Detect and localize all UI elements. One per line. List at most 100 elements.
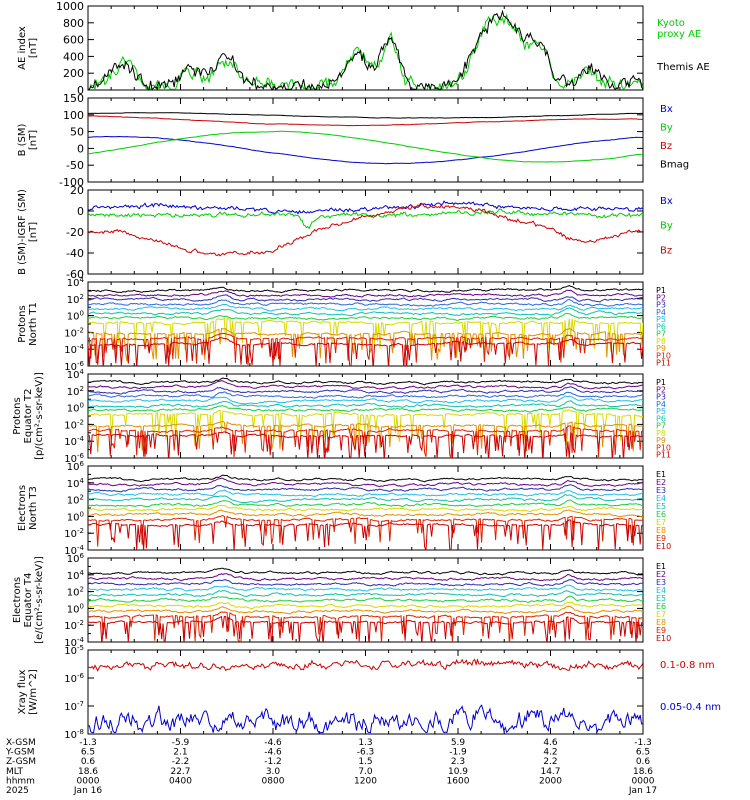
- legend-entry: P8: [656, 337, 666, 346]
- legend-entry: E8: [656, 618, 666, 627]
- series-line-0-1-0-8-nm: [88, 658, 643, 672]
- time-axis-value: 4.6: [543, 738, 558, 748]
- y-tick-label: 200: [63, 67, 84, 80]
- time-axis-row-label: 2025: [6, 786, 29, 796]
- series-line-p9: [88, 420, 643, 453]
- time-axis-row-label: hhmm: [6, 776, 35, 786]
- series-line-e9: [88, 611, 643, 642]
- time-axis-value: 0800: [262, 776, 285, 786]
- series-line-e7: [88, 601, 643, 610]
- series-line-kyoto-proxy-ae: [88, 13, 643, 90]
- legend-entry: P10: [656, 443, 671, 452]
- series-group: [88, 200, 643, 257]
- series-line-e3: [88, 579, 643, 587]
- y-axis-label: North T1: [28, 302, 39, 346]
- time-axis-value: 18.6: [633, 767, 653, 777]
- series-line-e10: [88, 615, 643, 642]
- legend-entry: E5: [656, 502, 666, 511]
- y-axis-label: B (SM)-IGRF (SM): [17, 189, 28, 275]
- legend-entry: E7: [656, 518, 666, 527]
- legend: Bx By Bz Bmag: [660, 104, 689, 171]
- legend-entry: P4: [656, 308, 666, 317]
- legend: Bx By Bz: [660, 196, 673, 256]
- y-tick-label: 104: [67, 477, 85, 490]
- legend-entry: Bx: [660, 196, 673, 207]
- y-tick-label: 100: [67, 510, 84, 523]
- y-tick-label: 10-4: [64, 544, 84, 557]
- y-axis-label: [p/(cm²-s-sr-keV)]: [34, 372, 45, 460]
- y-tick-label: 10-5: [64, 644, 84, 657]
- y-tick-label: 10-4: [64, 343, 84, 356]
- series-line-p5: [88, 395, 643, 405]
- series-line-e2: [88, 573, 643, 582]
- y-axis-label: Xray flux: [17, 670, 28, 715]
- time-axis-value: 10.9: [448, 767, 468, 777]
- legend-entry: 0.1-0.8 nm: [660, 660, 715, 671]
- series-line-e8: [88, 605, 643, 615]
- y-axis-label: Equator T4: [23, 573, 34, 628]
- series-line-p5: [88, 303, 643, 312]
- time-axis-value: -4.6: [264, 738, 282, 748]
- series-line-bz: [88, 115, 643, 127]
- time-axis-value: -1.3: [634, 738, 652, 748]
- y-tick-label: 400: [63, 50, 84, 63]
- series-line-themis-ae: [88, 9, 643, 90]
- y-tick-label: 10-6: [64, 672, 84, 685]
- legend-entry: E9: [656, 626, 666, 635]
- legend-entry: Themis AE: [656, 62, 710, 73]
- y-tick-label: 100: [67, 602, 84, 615]
- y-tick-label: 104: [67, 276, 85, 289]
- y-tick-label: 600: [63, 34, 84, 47]
- time-axis-table: X-GSMY-GSMZ-GSMMLThhmm2025-1.36.50.618.6…: [5, 738, 657, 796]
- legend-entry: P1: [656, 286, 666, 295]
- series-line-e4: [88, 489, 643, 497]
- legend-entry: P11: [656, 451, 671, 460]
- panel-7: 10-4 10-2 100 102 104 106 Electrons Equator T4[…: [12, 552, 671, 649]
- time-axis-value: -2.2: [172, 757, 190, 767]
- y-tick-label: 102: [67, 586, 84, 599]
- y-axis-label: B (SM): [17, 123, 28, 156]
- legend-entry: P11: [656, 359, 671, 368]
- y-tick-label: -60: [66, 268, 84, 281]
- legend-entry: E8: [656, 526, 666, 535]
- y-axis-label: [nT]: [28, 130, 39, 150]
- time-axis-value: 2.2: [543, 757, 557, 767]
- series-line-p6: [88, 307, 643, 317]
- series-line-p2: [88, 380, 643, 390]
- y-axis-label: Protons: [17, 305, 28, 342]
- series-line-e5: [88, 494, 643, 504]
- legend-entry: P7: [656, 422, 666, 431]
- panel-1: 0 200 400 600 800 1000 AE index [nT] Kyotoproxy …: [17, 0, 710, 97]
- legend-entry: E4: [656, 586, 666, 595]
- panel-frame: [87, 189, 644, 275]
- series-group: [88, 377, 643, 458]
- legend-entry: E10: [656, 542, 671, 551]
- series-line-p3: [88, 294, 643, 303]
- series-line-bmag: [88, 112, 643, 119]
- series-line-p1: [88, 377, 643, 386]
- y-tick-label: 10-2: [64, 527, 84, 540]
- series-line-p2: [88, 289, 643, 298]
- y-axis-label: [W/m^2]: [28, 669, 39, 715]
- legend-entry: E3: [656, 486, 666, 495]
- y-axis-label: Electrons: [17, 485, 28, 531]
- series-line-p4: [88, 391, 643, 399]
- y-tick-label: -20: [66, 226, 84, 239]
- y-tick-label: 10-4: [64, 636, 84, 649]
- series-line-e8: [88, 509, 643, 518]
- y-tick-label: 102: [67, 293, 84, 306]
- legend-entry: Bz: [660, 141, 672, 152]
- legend-entry: 0.05-0.4 nm: [660, 702, 721, 713]
- legend-entry: E10: [656, 634, 671, 643]
- y-tick-label: 10-6: [64, 452, 84, 465]
- series-line-p10: [88, 332, 643, 366]
- time-axis-value: 1.3: [358, 738, 372, 748]
- legend-entry: By: [660, 221, 673, 232]
- series-line-p6: [88, 400, 643, 409]
- legend-entry: P1: [656, 378, 666, 387]
- time-axis-value: 0.6: [81, 757, 96, 767]
- series-line-e9: [88, 515, 643, 547]
